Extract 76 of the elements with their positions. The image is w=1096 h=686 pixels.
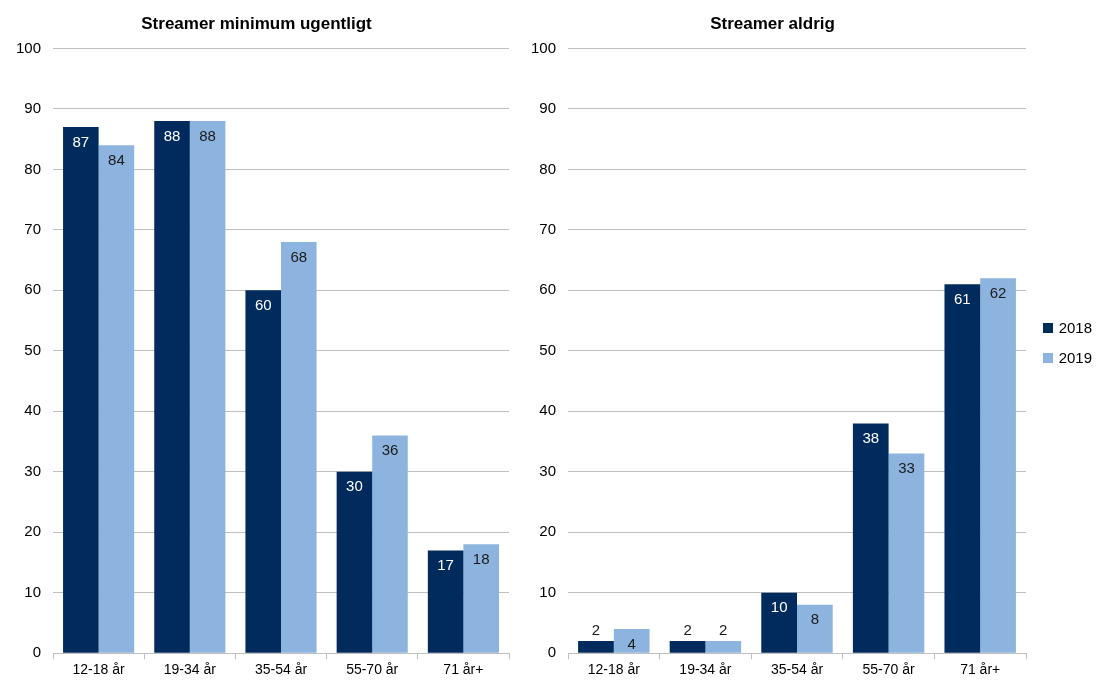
bar (98, 145, 135, 653)
bar (705, 641, 742, 653)
data-label: 33 (898, 459, 915, 477)
y-tick-label: 20 (539, 522, 557, 540)
bar (281, 241, 317, 653)
data-label: 4 (627, 634, 636, 652)
x-tick-label: 71 år+ (960, 661, 1001, 678)
bar (944, 284, 981, 653)
bar (761, 592, 798, 653)
bar (852, 423, 889, 653)
data-label: 17 (437, 556, 454, 574)
y-tick-label: 30 (539, 461, 557, 479)
y-tick-label: 40 (539, 401, 557, 419)
y-tick-label: 70 (539, 219, 557, 237)
data-label: 38 (862, 429, 880, 447)
bar (613, 629, 650, 653)
data-label: 18 (472, 549, 490, 567)
data-label: 30 (346, 477, 363, 495)
y-tick-label: 100 (16, 38, 42, 56)
x-tick-label: 55-70 år (862, 661, 916, 678)
bar (463, 544, 499, 653)
bar (63, 127, 99, 653)
bar (888, 453, 925, 653)
data-label: 68 (290, 247, 308, 265)
x-tick-label: 12-18 år (587, 661, 641, 678)
x-tick-label: 12-18 år (72, 661, 126, 678)
data-label: 88 (199, 126, 216, 144)
data-label: 2 (591, 620, 601, 638)
data-label: 84 (108, 150, 125, 168)
bar (336, 471, 373, 653)
y-tick-label: 80 (539, 159, 557, 177)
x-tick-label: 35-54 år (770, 661, 824, 678)
bar (980, 278, 1016, 653)
y-tick-label: 90 (539, 99, 557, 117)
data-label: 61 (954, 289, 971, 307)
y-tick-label: 0 (547, 643, 557, 661)
legend-label: 2018 (1058, 318, 1092, 338)
y-tick-label: 60 (24, 280, 42, 298)
x-tick-label: 19-34 år (679, 661, 732, 678)
chart-title: Streamer minimum ugentligt (141, 13, 373, 33)
x-tick-label: 19-34 år (163, 661, 217, 678)
bar (154, 120, 190, 653)
y-tick-label: 100 (531, 38, 557, 56)
y-tick-label: 10 (24, 582, 42, 600)
data-label: 8 (810, 610, 820, 628)
y-tick-label: 50 (24, 340, 42, 358)
y-tick-label: 20 (24, 522, 42, 540)
data-label: 10 (770, 598, 788, 616)
bar (189, 120, 226, 653)
y-tick-label: 10 (539, 582, 557, 600)
y-tick-label: 80 (24, 159, 42, 177)
data-label: 87 (72, 132, 90, 150)
y-tick-label: 70 (24, 219, 42, 237)
bar (797, 604, 833, 653)
x-tick-label: 55-70 år (346, 661, 399, 678)
data-label: 88 (163, 126, 181, 144)
y-tick-label: 40 (24, 401, 42, 419)
bar (669, 641, 706, 653)
y-tick-label: 90 (24, 99, 42, 117)
bar (427, 550, 464, 653)
y-tick-label: 0 (32, 643, 42, 661)
data-label: 36 (381, 441, 399, 459)
data-label: 60 (254, 295, 272, 313)
bar (245, 290, 282, 653)
data-label: 62 (989, 283, 1007, 301)
data-label: 2 (683, 620, 692, 638)
chart-title: Streamer aldrig (710, 13, 835, 33)
y-tick-label: 60 (539, 280, 557, 298)
y-tick-label: 50 (539, 340, 557, 358)
bar (578, 641, 614, 653)
data-label: 2 (719, 620, 728, 638)
legend-label: 2019 (1058, 348, 1092, 368)
x-tick-label: 71 år+ (443, 661, 484, 678)
x-tick-label: 35-54 år (254, 661, 308, 678)
bar (372, 435, 408, 653)
y-tick-label: 30 (24, 461, 42, 479)
